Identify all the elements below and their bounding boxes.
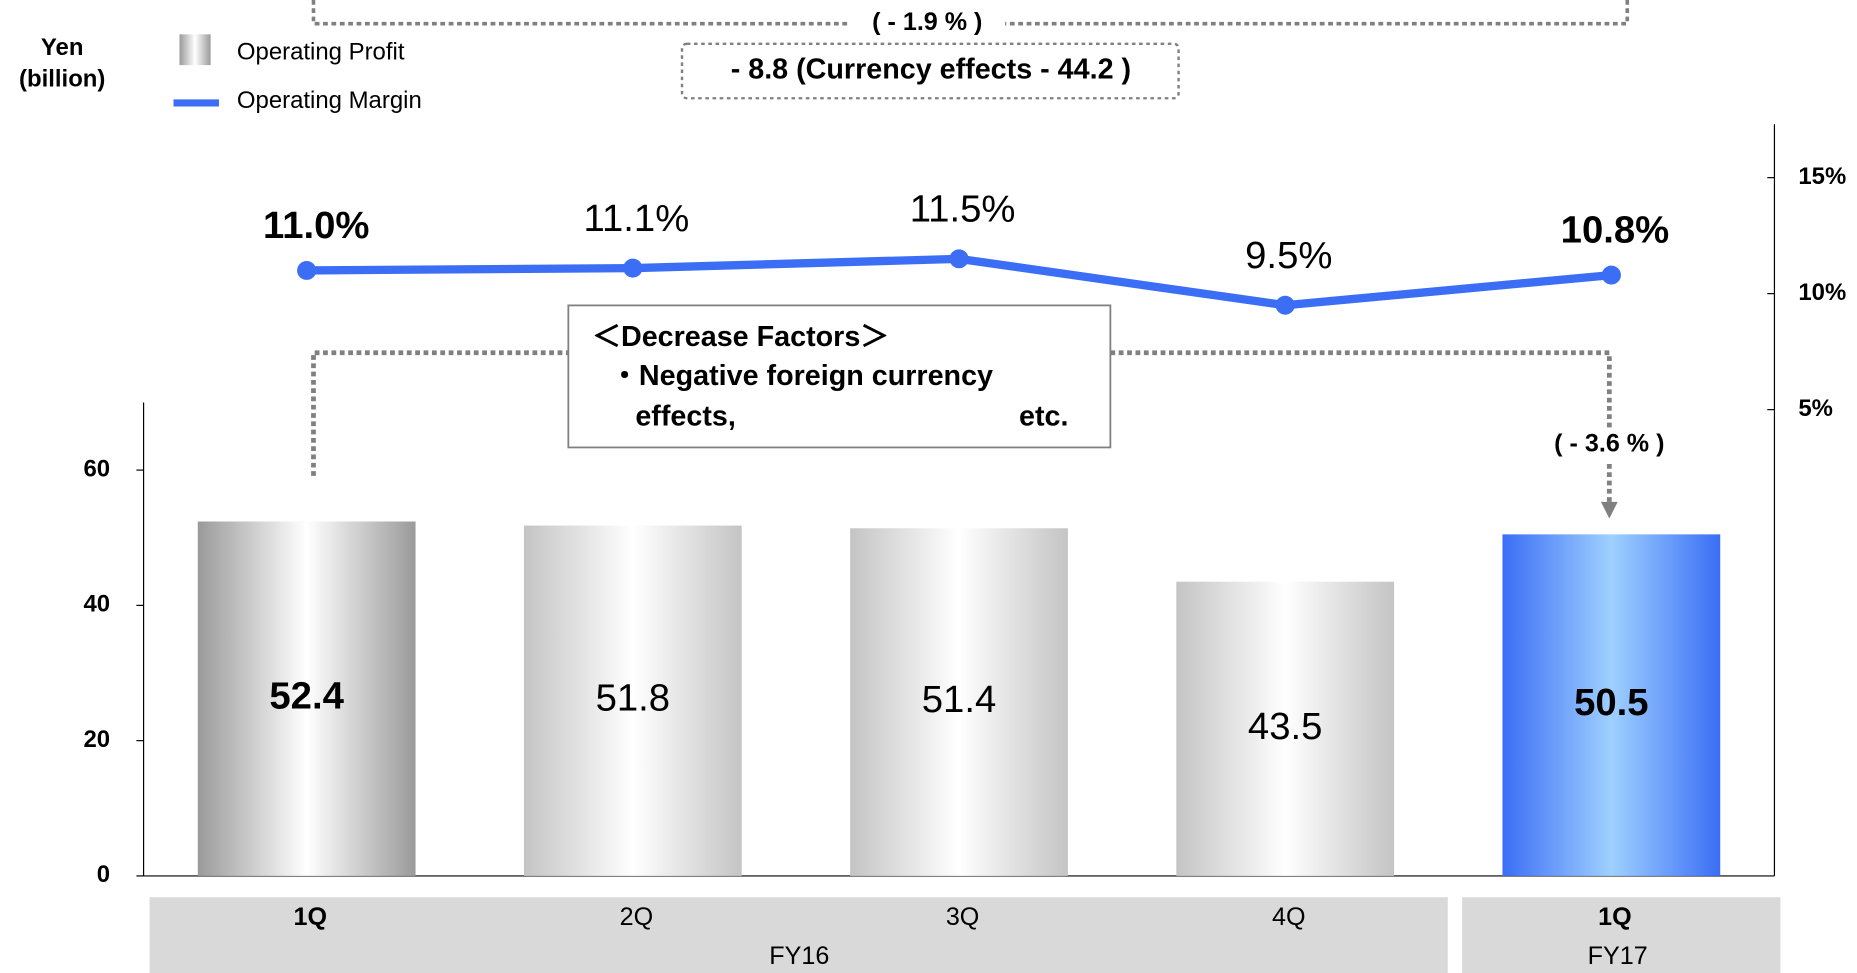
y2-tick-label: 10%	[1798, 279, 1846, 306]
margin-point	[297, 260, 317, 280]
legend-swatch	[179, 34, 211, 66]
category-band	[1462, 897, 1781, 973]
annotation: etc.	[1019, 400, 1068, 432]
x-tick-label: 2Q	[620, 903, 654, 931]
category-band	[149, 897, 1448, 973]
annotation: ( - 1.9 % )	[872, 8, 982, 36]
arrow-head	[1600, 501, 1618, 519]
line-value-label: 11.1%	[584, 198, 690, 240]
annotation: ・Negative foreign currency	[610, 360, 993, 392]
x-tick-label: 4Q	[1272, 903, 1306, 931]
bar-value-label: 50.5	[1574, 682, 1649, 724]
label-bg	[1543, 428, 1676, 462]
y-tick-label: 40	[83, 591, 110, 618]
x-tick-label: 1Q	[293, 903, 327, 931]
bar	[1176, 581, 1395, 876]
x-tick-label: 3Q	[946, 903, 980, 931]
group-label: FY17	[1588, 942, 1648, 970]
line-value-label: 10.8%	[1561, 210, 1670, 252]
y2-tick-label: 15%	[1798, 163, 1846, 190]
line-value-label: 11.5%	[910, 189, 1016, 231]
bar-value-label: 51.4	[922, 679, 997, 721]
annotation: - 8.8 (Currency effects - 44.2 )	[731, 54, 1131, 86]
margin-point	[949, 249, 969, 269]
x-tick-label: 1Q	[1598, 903, 1632, 931]
y-axis-label: (billion)	[19, 66, 105, 93]
y-tick-label: 0	[97, 861, 110, 888]
legend-label: Operating Margin	[237, 87, 422, 114]
bar	[197, 521, 416, 876]
dotted-box	[680, 42, 1180, 100]
margin-point	[1275, 295, 1295, 315]
y-tick-label: 60	[83, 455, 110, 482]
y2-tick-label: 5%	[1798, 395, 1833, 422]
annotation: ( - 3.6 % )	[1554, 430, 1664, 458]
margin-point	[623, 258, 643, 278]
bar	[523, 525, 742, 876]
group-label: FY16	[769, 942, 829, 970]
label-bg	[849, 9, 1006, 38]
line-value-label: 11.0%	[263, 205, 369, 247]
bar	[850, 528, 1068, 876]
factor-box	[567, 304, 1112, 449]
annotation: ＜Decrease Factors＞	[592, 321, 889, 353]
legend-label: Operating Profit	[237, 39, 405, 66]
bar-value-label: 51.8	[596, 678, 671, 720]
bar-value-label: 43.5	[1248, 706, 1323, 748]
bar-value-label: 52.4	[269, 676, 344, 718]
y-tick-label: 20	[83, 726, 110, 753]
bar	[1502, 534, 1721, 876]
y-axis-label: Yen	[41, 34, 84, 61]
line-value-label: 9.5%	[1245, 235, 1332, 277]
annotation: effects,	[635, 400, 736, 432]
margin-point	[1601, 265, 1621, 285]
